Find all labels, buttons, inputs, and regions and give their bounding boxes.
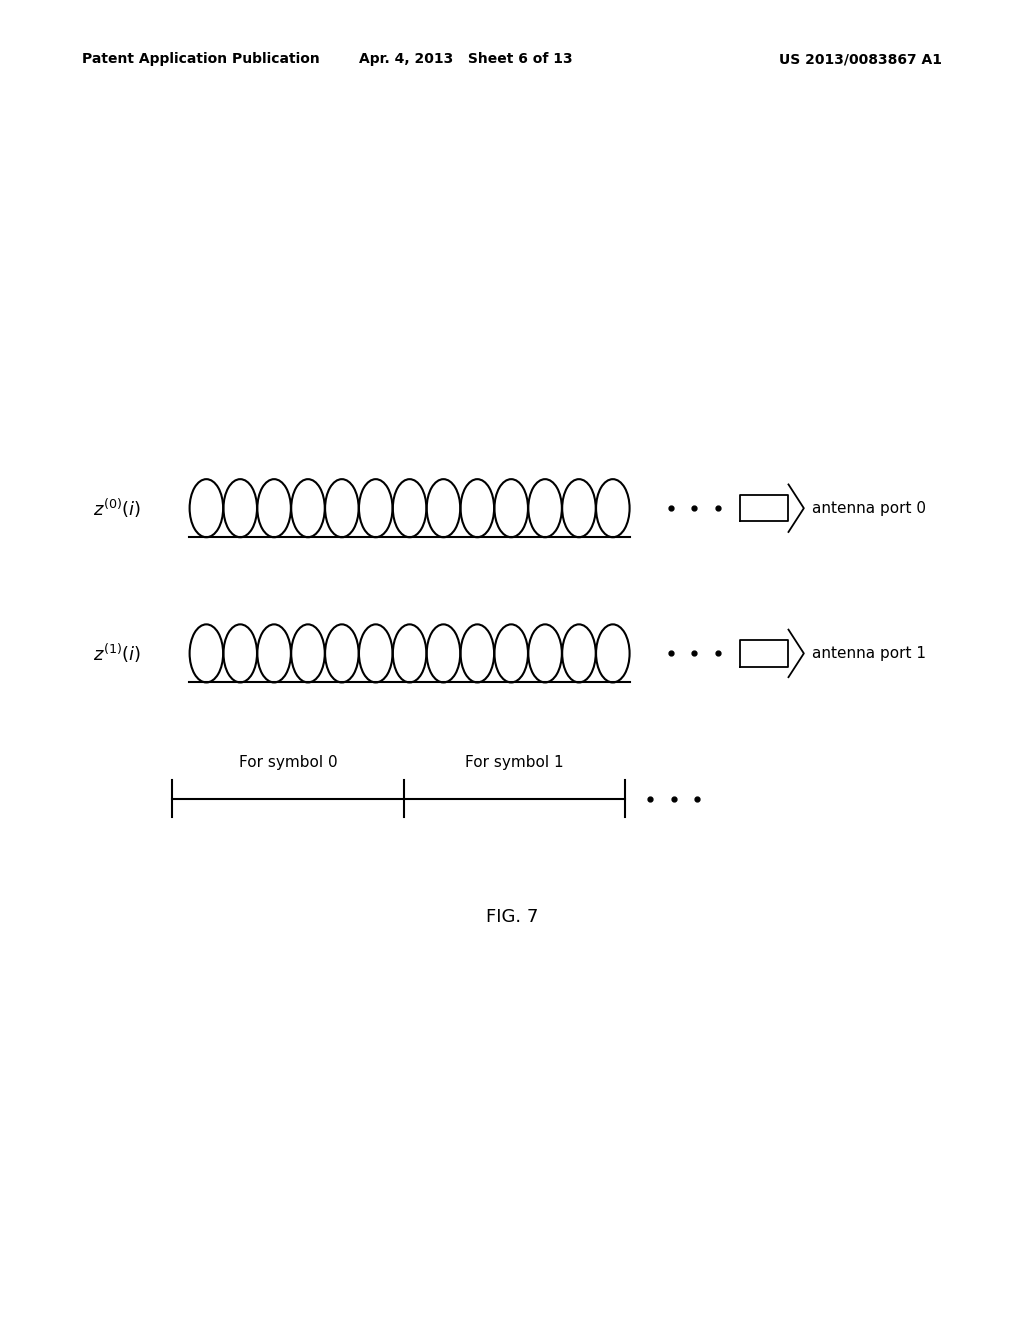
Text: For symbol 1: For symbol 1 (465, 755, 564, 770)
Text: $z^{(0)}(i)$: $z^{(0)}(i)$ (93, 496, 141, 520)
Text: antenna port 0: antenna port 0 (812, 500, 926, 516)
Text: US 2013/0083867 A1: US 2013/0083867 A1 (779, 53, 942, 66)
Text: Patent Application Publication: Patent Application Publication (82, 53, 319, 66)
Text: Apr. 4, 2013   Sheet 6 of 13: Apr. 4, 2013 Sheet 6 of 13 (359, 53, 572, 66)
Polygon shape (740, 495, 788, 521)
Polygon shape (788, 630, 804, 677)
Text: FIG. 7: FIG. 7 (485, 908, 539, 927)
Text: antenna port 1: antenna port 1 (812, 645, 926, 661)
Polygon shape (788, 484, 804, 532)
Polygon shape (740, 640, 788, 667)
Text: $z^{(1)}(i)$: $z^{(1)}(i)$ (93, 642, 141, 665)
Text: For symbol 0: For symbol 0 (239, 755, 338, 770)
